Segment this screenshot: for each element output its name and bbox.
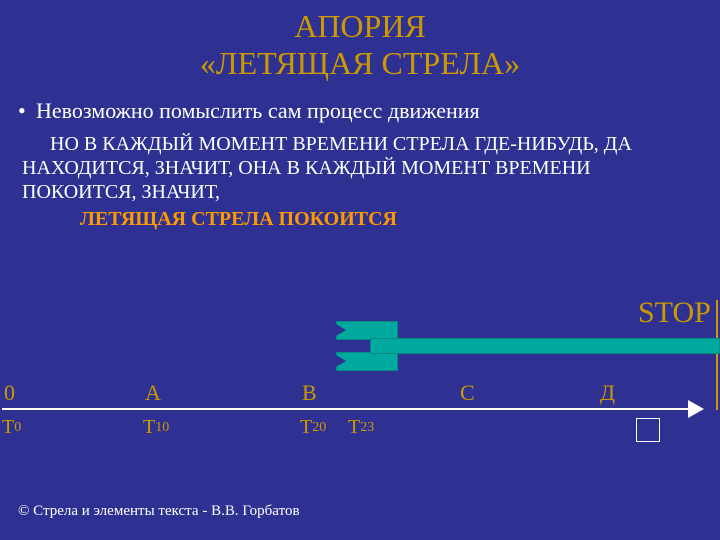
title-line1: АПОРИЯ (294, 8, 426, 44)
axis-time-label: T10 (143, 416, 155, 439)
slide-title: АПОРИЯ «ЛЕТЯЩАЯ СТРЕЛА» (0, 0, 720, 82)
axis-line-segment (2, 408, 692, 410)
axis-time-label: T0 (2, 416, 14, 439)
arrow-shaft (370, 338, 720, 354)
axis-marker-box (636, 418, 660, 442)
axis-time-label: T20 (300, 416, 312, 439)
bullet-text: Невозможно помыслить сам процесс движени… (36, 98, 480, 123)
axis-point-label: 0 (4, 380, 15, 406)
arrow-notch-top (336, 324, 346, 336)
bullet-marker: • (18, 98, 36, 124)
axis-time-label: T23 (348, 416, 360, 439)
bullet-item: •Невозможно помыслить сам процесс движен… (18, 98, 720, 124)
axis-point-label: Д (600, 380, 615, 406)
paragraph-text: НО В КАЖДЫЙ МОМЕНТ ВРЕМЕНИ СТРЕЛА ГДЕ-НИ… (22, 133, 632, 203)
axis-time-labels: T0 T10 T20 T23 (0, 412, 720, 440)
stop-label: STOP (638, 296, 711, 330)
timeline-axis: 0 А В С Д T0 T10 T20 T23 (0, 380, 720, 440)
title-line2: «ЛЕТЯЩАЯ СТРЕЛА» (200, 45, 520, 81)
footer-credit: © Стрела и элементы текста - В.В. Горбат… (18, 503, 300, 520)
arrow-notch-bottom (336, 355, 346, 367)
axis-point-label: В (302, 380, 317, 406)
axis-point-labels: 0 А В С Д (0, 380, 720, 406)
axis-point-label: А (145, 380, 161, 406)
conclusion-text: ЛЕТЯЩАЯ СТРЕЛА ПОКОИТСЯ (80, 208, 720, 231)
axis-point-label: С (460, 380, 475, 406)
paragraph: НО В КАЖДЫЙ МОМЕНТ ВРЕМЕНИ СТРЕЛА ГДЕ-НИ… (22, 132, 698, 204)
